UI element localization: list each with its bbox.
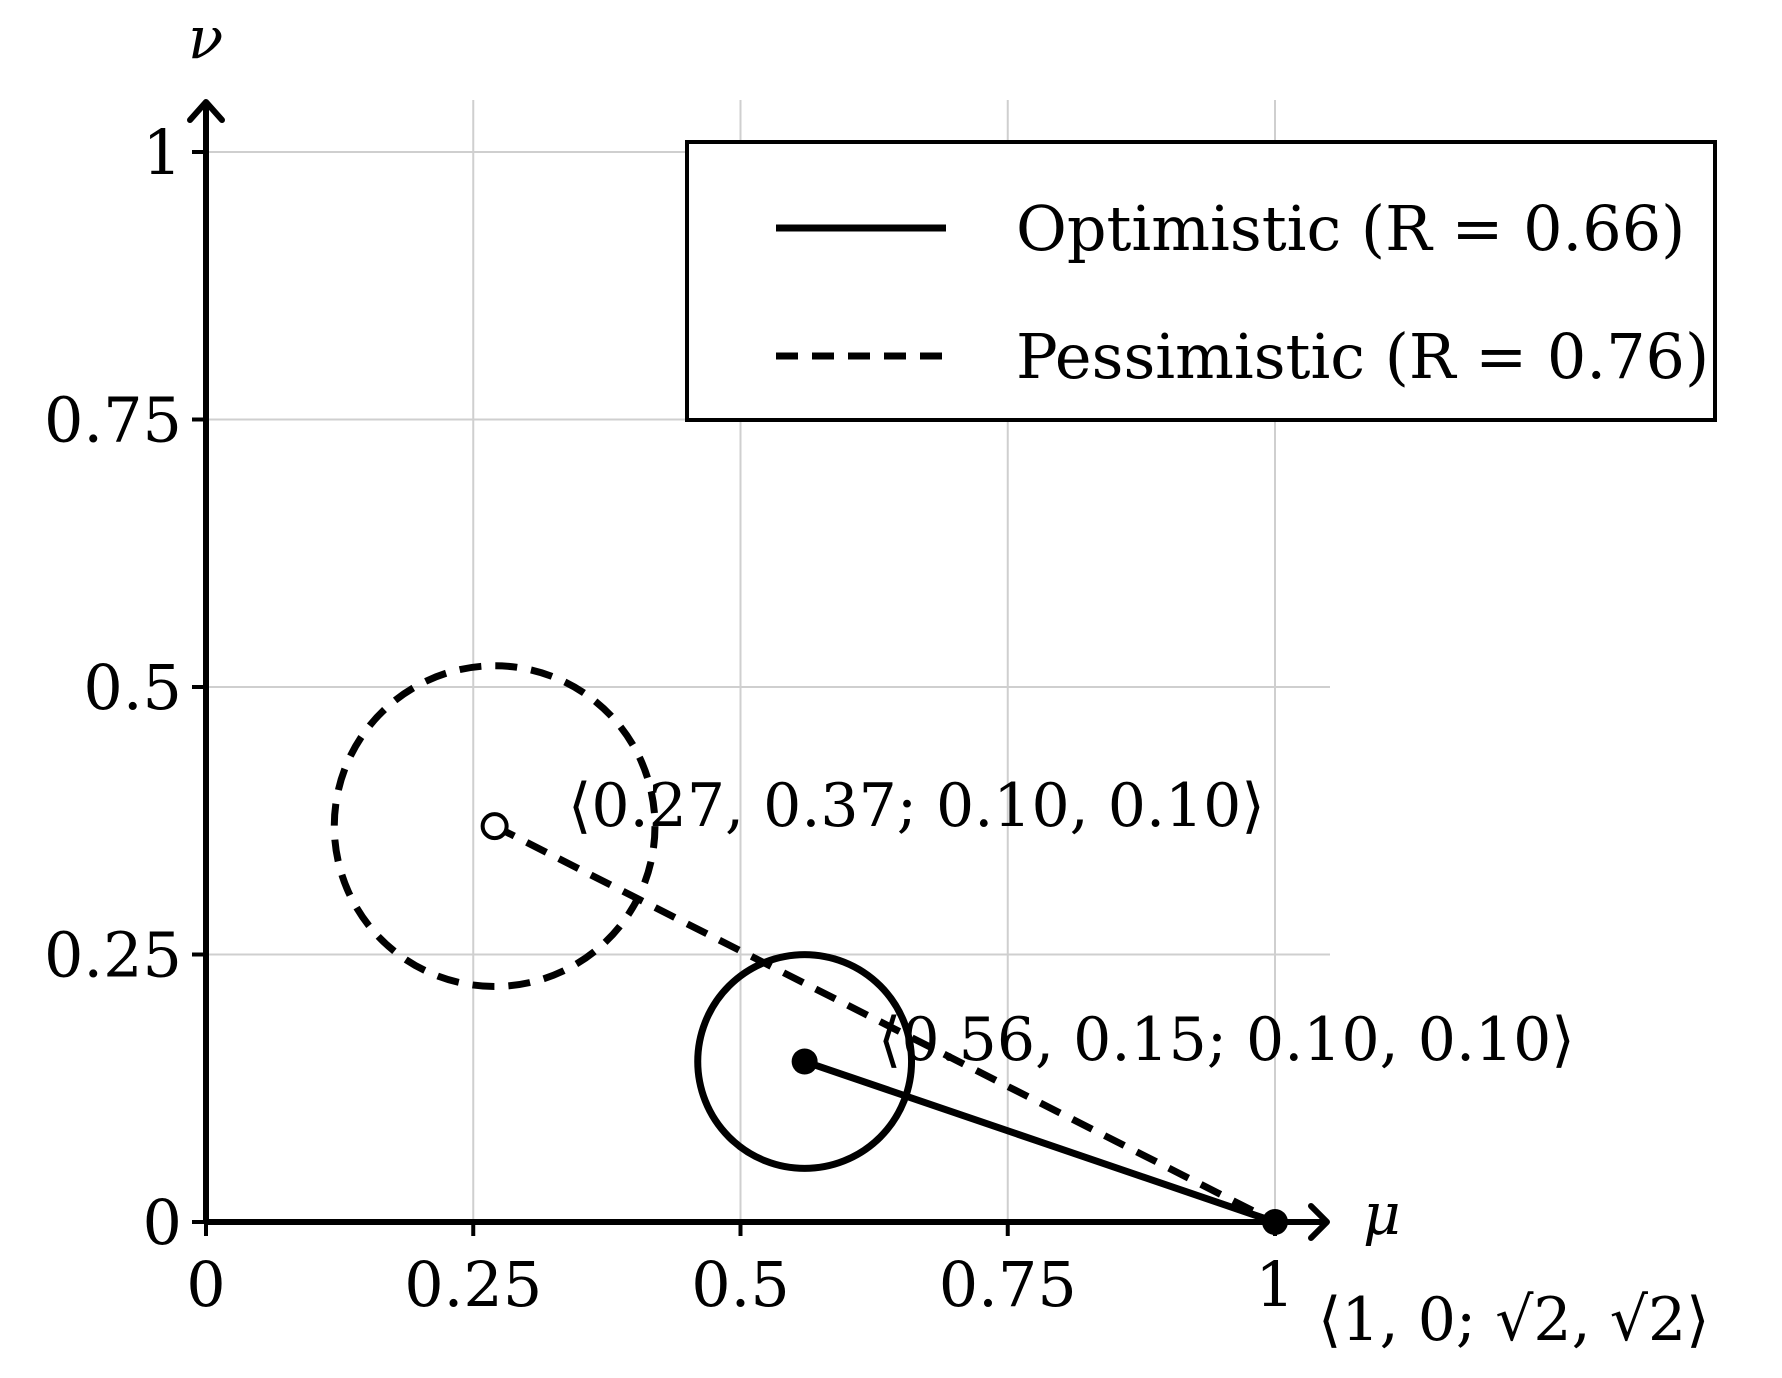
- legend-label-0: Optimistic (R = 0.66): [1016, 192, 1685, 265]
- reference-point-label: ⟨1, 0; √2, √2⟩: [1318, 1285, 1710, 1355]
- legend-box: [685, 140, 1717, 422]
- y-tick-label: 0.5: [83, 651, 182, 724]
- x-axis-arrow: [1308, 1203, 1330, 1241]
- x-tick-label: 0.75: [939, 1248, 1077, 1321]
- pessimistic-point-label: ⟨0.27, 0.37; 0.10, 0.10⟩: [568, 771, 1265, 841]
- legend: Optimistic (R = 0.66) Pessimistic (R = 0.…: [685, 140, 1717, 422]
- grid-lines: [206, 100, 1330, 1222]
- y-tick-label: 0.75: [44, 384, 182, 457]
- y-axis-arrow: [187, 99, 225, 123]
- series-center-point-0: [791, 1048, 818, 1075]
- x-axis-title: μ: [1363, 1180, 1401, 1248]
- y-tick-label: 0: [143, 1186, 182, 1259]
- x-tick-label: 0: [186, 1248, 225, 1321]
- x-tick-label: 0.25: [404, 1248, 542, 1321]
- x-tick-label: 0.5: [691, 1248, 790, 1321]
- optimistic-point-label: ⟨0.56, 0.15; 0.10, 0.10⟩: [878, 1005, 1575, 1075]
- legend-label-1: Pessimistic (R = 0.76): [1016, 320, 1709, 393]
- tick-labels: 0 0.25 0.5 0.75 1 0 0.25 0.5 0.75 1 μ ν: [44, 4, 1401, 1321]
- series-connector-0: [803, 1058, 1277, 1226]
- y-tick-label: 0.25: [44, 919, 182, 992]
- series-connector-1: [493, 822, 1277, 1226]
- series-center-point-1: [480, 812, 509, 841]
- series-circle-1: [330, 662, 659, 990]
- y-axis-title: ν: [188, 4, 223, 72]
- series-circle-0: [694, 951, 916, 1172]
- series-layer: ⟨1, 0; √2, √2⟩ ⟨0.56, 0.15; 0.10, 0.10⟩ ⟨0…: [330, 662, 1710, 1355]
- axes: [187, 99, 1330, 1241]
- y-tick-label: 1: [143, 116, 182, 189]
- x-tick-label: 1: [1255, 1248, 1294, 1321]
